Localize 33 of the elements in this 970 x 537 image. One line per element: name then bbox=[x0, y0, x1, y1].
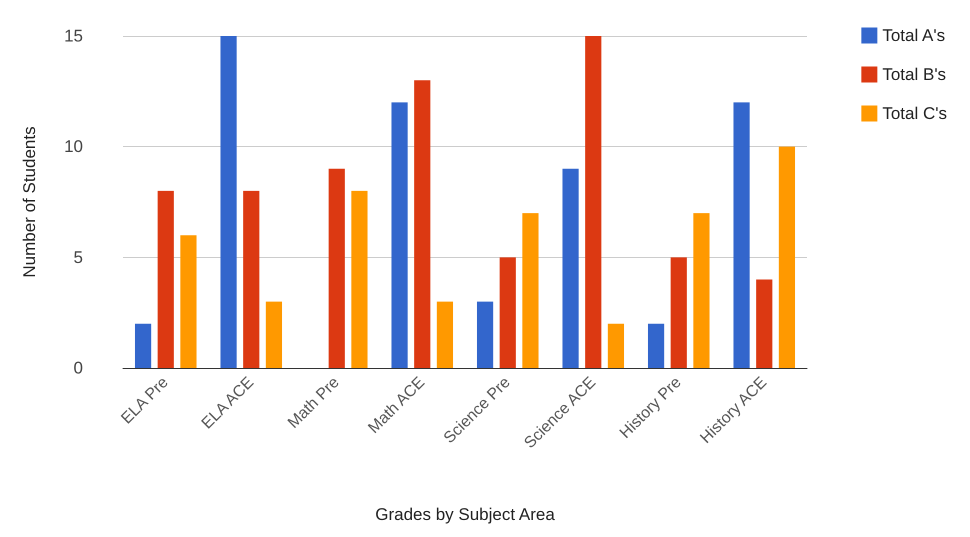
bar bbox=[220, 36, 237, 368]
bar bbox=[693, 213, 710, 368]
bar bbox=[414, 80, 430, 368]
bar bbox=[158, 190, 174, 368]
bar bbox=[778, 146, 796, 368]
bar bbox=[500, 257, 516, 368]
y-tick-label: 5 bbox=[74, 248, 83, 267]
x-tick-label: ELA Pre bbox=[118, 374, 172, 428]
bar bbox=[391, 102, 408, 368]
bar bbox=[476, 302, 494, 368]
y-tick-label: 10 bbox=[64, 137, 83, 156]
bar bbox=[608, 324, 624, 368]
bar bbox=[266, 302, 282, 368]
bar bbox=[522, 213, 539, 368]
bar bbox=[756, 279, 772, 368]
bar bbox=[585, 36, 602, 368]
bar bbox=[670, 257, 687, 368]
bar bbox=[436, 302, 454, 368]
bar bbox=[243, 190, 260, 368]
y-tick-label: 0 bbox=[74, 358, 83, 378]
legend-label: Total A's bbox=[882, 26, 946, 45]
x-axis-title: Grades by Subject Area bbox=[375, 505, 556, 524]
bar bbox=[351, 190, 368, 368]
bar bbox=[733, 102, 750, 368]
bar bbox=[180, 235, 197, 368]
bar bbox=[648, 324, 664, 368]
bar bbox=[328, 168, 345, 368]
y-axis-title: Number of Students bbox=[20, 126, 39, 278]
legend-label: Total C's bbox=[882, 104, 947, 123]
bar bbox=[562, 168, 579, 368]
bar bbox=[134, 324, 152, 368]
y-tick-label: 15 bbox=[64, 26, 83, 46]
legend-label: Total B's bbox=[882, 65, 946, 84]
